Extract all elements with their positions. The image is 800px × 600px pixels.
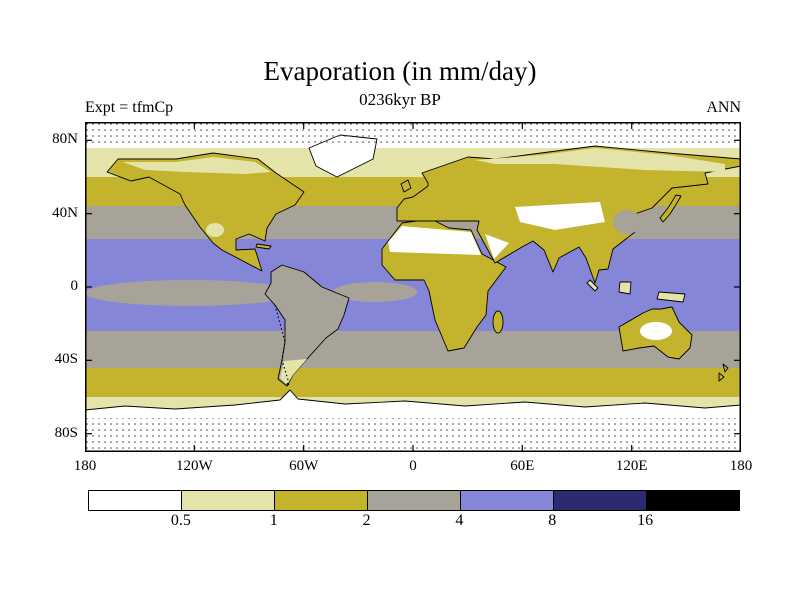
sw-desert-pale-zone <box>206 223 224 237</box>
colorbar-tick-label: 4 <box>455 512 464 529</box>
world-map <box>84 122 742 453</box>
colorbar-tick-label: 8 <box>548 512 557 529</box>
central-asia-white-zone <box>515 202 605 230</box>
australia-white-zone <box>640 322 672 340</box>
colorbar-segment <box>460 491 553 510</box>
colorbar-segment <box>89 491 181 510</box>
experiment-label: Expt = tfmCp <box>85 99 174 116</box>
colorbar-tick-label: 0.5 <box>170 512 191 529</box>
continent-north-america <box>106 152 305 272</box>
colorbar-segment <box>646 491 739 510</box>
island-madagascar <box>492 310 504 334</box>
colorbar <box>88 490 740 511</box>
colorbar-tick-label: 16 <box>637 512 654 529</box>
colorbar-segment <box>181 491 274 510</box>
y-axis-tick-label: 40S <box>54 351 78 368</box>
x-axis-tick-label: 60W <box>289 458 319 474</box>
x-axis-tick-label: 120E <box>615 458 648 474</box>
island-japan <box>659 194 682 223</box>
x-axis-tick-label: 120W <box>175 458 213 474</box>
season-label: ANN <box>706 99 741 116</box>
tierra-del-fuego-dot <box>286 382 290 386</box>
colorbar-segment <box>367 491 460 510</box>
x-axis-tick-label: 180 <box>729 458 753 474</box>
meta-row: Expt = tfmCp ANN <box>85 99 741 117</box>
x-axis-tick-label: 0 <box>409 458 417 474</box>
y-axis-tick-label: 0 <box>70 278 79 294</box>
colorbar-segment <box>553 491 646 510</box>
x-axis-tick-label: 180 <box>73 458 97 474</box>
colorbar-segment <box>274 491 367 510</box>
island-new-guinea <box>656 291 686 303</box>
east-asia-gray-zone <box>613 210 641 234</box>
y-axis-tick-label: 80N <box>52 131 78 148</box>
siberia-pale-zone <box>475 148 725 172</box>
island-sumatra <box>586 279 599 292</box>
y-axis-tick-label: 80S <box>54 424 78 441</box>
plot-title: Evaporation (in mm/day) <box>263 56 537 86</box>
north-canada-pale-zone <box>123 157 271 174</box>
island-cuba <box>255 243 272 250</box>
island-borneo <box>618 281 632 295</box>
band-s-midlat <box>85 368 741 397</box>
island-new-zealand <box>718 363 729 382</box>
colorbar-tick-label: 2 <box>362 512 371 529</box>
island-britain <box>400 179 412 193</box>
sahara-white-zone <box>388 226 481 255</box>
y-axis-tick-label: 40N <box>52 204 78 221</box>
world-map-svg <box>84 122 742 453</box>
arabia-white-zone <box>485 234 509 259</box>
colorbar-tick-label: 1 <box>269 512 278 529</box>
x-axis-tick-label: 60E <box>510 458 535 474</box>
plot-subtitle: 0236kyr BP <box>359 90 441 109</box>
patagonia-pale-zone <box>280 359 307 385</box>
east-pacific-cold-tongue <box>85 280 295 306</box>
atlantic-cold-tongue <box>333 282 417 302</box>
y-axis-ticks <box>85 139 741 435</box>
